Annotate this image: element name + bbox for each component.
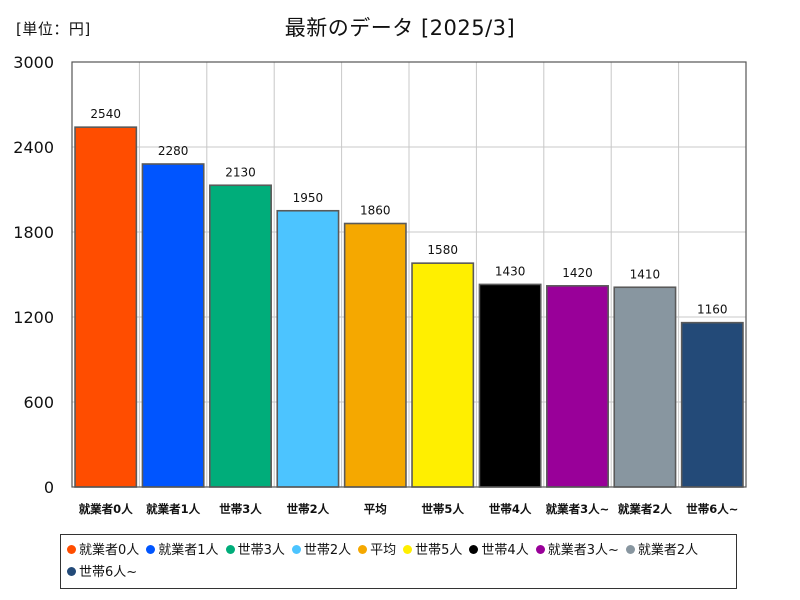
data-label: 1580 (427, 243, 458, 257)
y-tick-label: 600 (23, 393, 54, 412)
legend-item: 就業者1人 (146, 540, 219, 562)
x-tick-label: 就業者0人 (79, 502, 134, 516)
x-tick-label: 世帯5人 (421, 502, 464, 516)
legend-marker-icon (358, 545, 368, 554)
y-tick-label: 1200 (13, 308, 54, 327)
x-tick-label: 世帯2人 (287, 502, 330, 516)
legend-marker-icon (291, 545, 301, 554)
data-label: 1410 (630, 267, 661, 281)
data-label: 1420 (562, 266, 593, 280)
x-tick-label: 世帯3人 (219, 502, 262, 516)
legend-label: 世帯6人~ (79, 565, 138, 580)
legend-marker-icon (146, 545, 156, 554)
legend-marker-icon (67, 545, 76, 554)
data-label: 1430 (495, 264, 526, 278)
y-tick-label: 1800 (13, 223, 54, 242)
data-label: 1860 (360, 204, 391, 218)
plot-frame (71, 61, 747, 488)
legend-label: 就業者2人 (637, 543, 699, 558)
x-tick-label: 就業者2人 (618, 502, 673, 516)
bar-1 (74, 126, 138, 488)
y-tick-label: 3000 (13, 53, 54, 72)
bar-5 (343, 222, 407, 488)
legend-label: 就業者3人~ (547, 543, 619, 558)
legend-marker-icon (225, 545, 235, 554)
bar-4 (276, 209, 340, 488)
data-label: 1950 (293, 191, 324, 205)
legend-label: 平均 (370, 543, 397, 558)
bar-7 (478, 283, 542, 488)
legend-label: 世帯2人 (303, 543, 352, 558)
data-label: 2280 (158, 144, 189, 158)
data-label: 1160 (697, 303, 728, 317)
chart-title: 最新のデータ [2025/3] (284, 16, 516, 40)
legend-marker-icon (403, 545, 413, 554)
legend-item: 世帯3人 (225, 540, 285, 562)
legend-label: 世帯4人 (481, 543, 529, 558)
x-tick-label: 世帯6人~ (686, 502, 738, 516)
data-label: 2130 (225, 165, 256, 179)
x-tick-label: 就業者3人~ (546, 502, 610, 516)
unit-label: [単位：円] (16, 20, 91, 38)
bar-3 (209, 184, 272, 488)
legend-marker-icon (535, 545, 545, 554)
x-tick-label: 平均 (364, 502, 387, 516)
bar-6 (411, 262, 475, 488)
legend-marker-icon (469, 545, 479, 554)
legend-item: 世帯4人 (469, 540, 529, 562)
legend-item: 平均 (358, 540, 396, 562)
legend-marker-icon (625, 545, 635, 554)
legend-item: 世帯5人 (403, 540, 462, 562)
y-tick-label: 0 (44, 478, 54, 497)
legend-item: 就業者0人 (67, 540, 139, 562)
legend-item: 就業者2人 (625, 540, 699, 562)
bar-8 (546, 285, 609, 488)
y-tick-label: 2400 (13, 138, 54, 157)
data-label: 2540 (90, 107, 121, 121)
legend-marker-icon (67, 567, 76, 576)
legend-label: 世帯5人 (415, 543, 463, 558)
legend-item: 世帯2人 (291, 540, 352, 562)
legend-label: 世帯3人 (237, 543, 285, 558)
x-tick-label: 就業者1人 (146, 502, 201, 516)
chart-legend: 就業者0人 就業者1人 世帯3人 世帯2人 平均 世帯5人 世帯4人 就業者3人~ 就業者2人世… (60, 534, 737, 589)
legend-item: 世帯6人~ (67, 562, 137, 584)
bar-2 (141, 163, 205, 488)
legend-label: 就業者1人 (158, 543, 219, 558)
x-tick-label: 世帯4人 (489, 502, 532, 516)
legend-label: 就業者0人 (79, 543, 140, 558)
bar-9 (613, 286, 677, 488)
bar-10 (680, 321, 744, 488)
legend-item: 就業者3人~ (535, 540, 619, 562)
